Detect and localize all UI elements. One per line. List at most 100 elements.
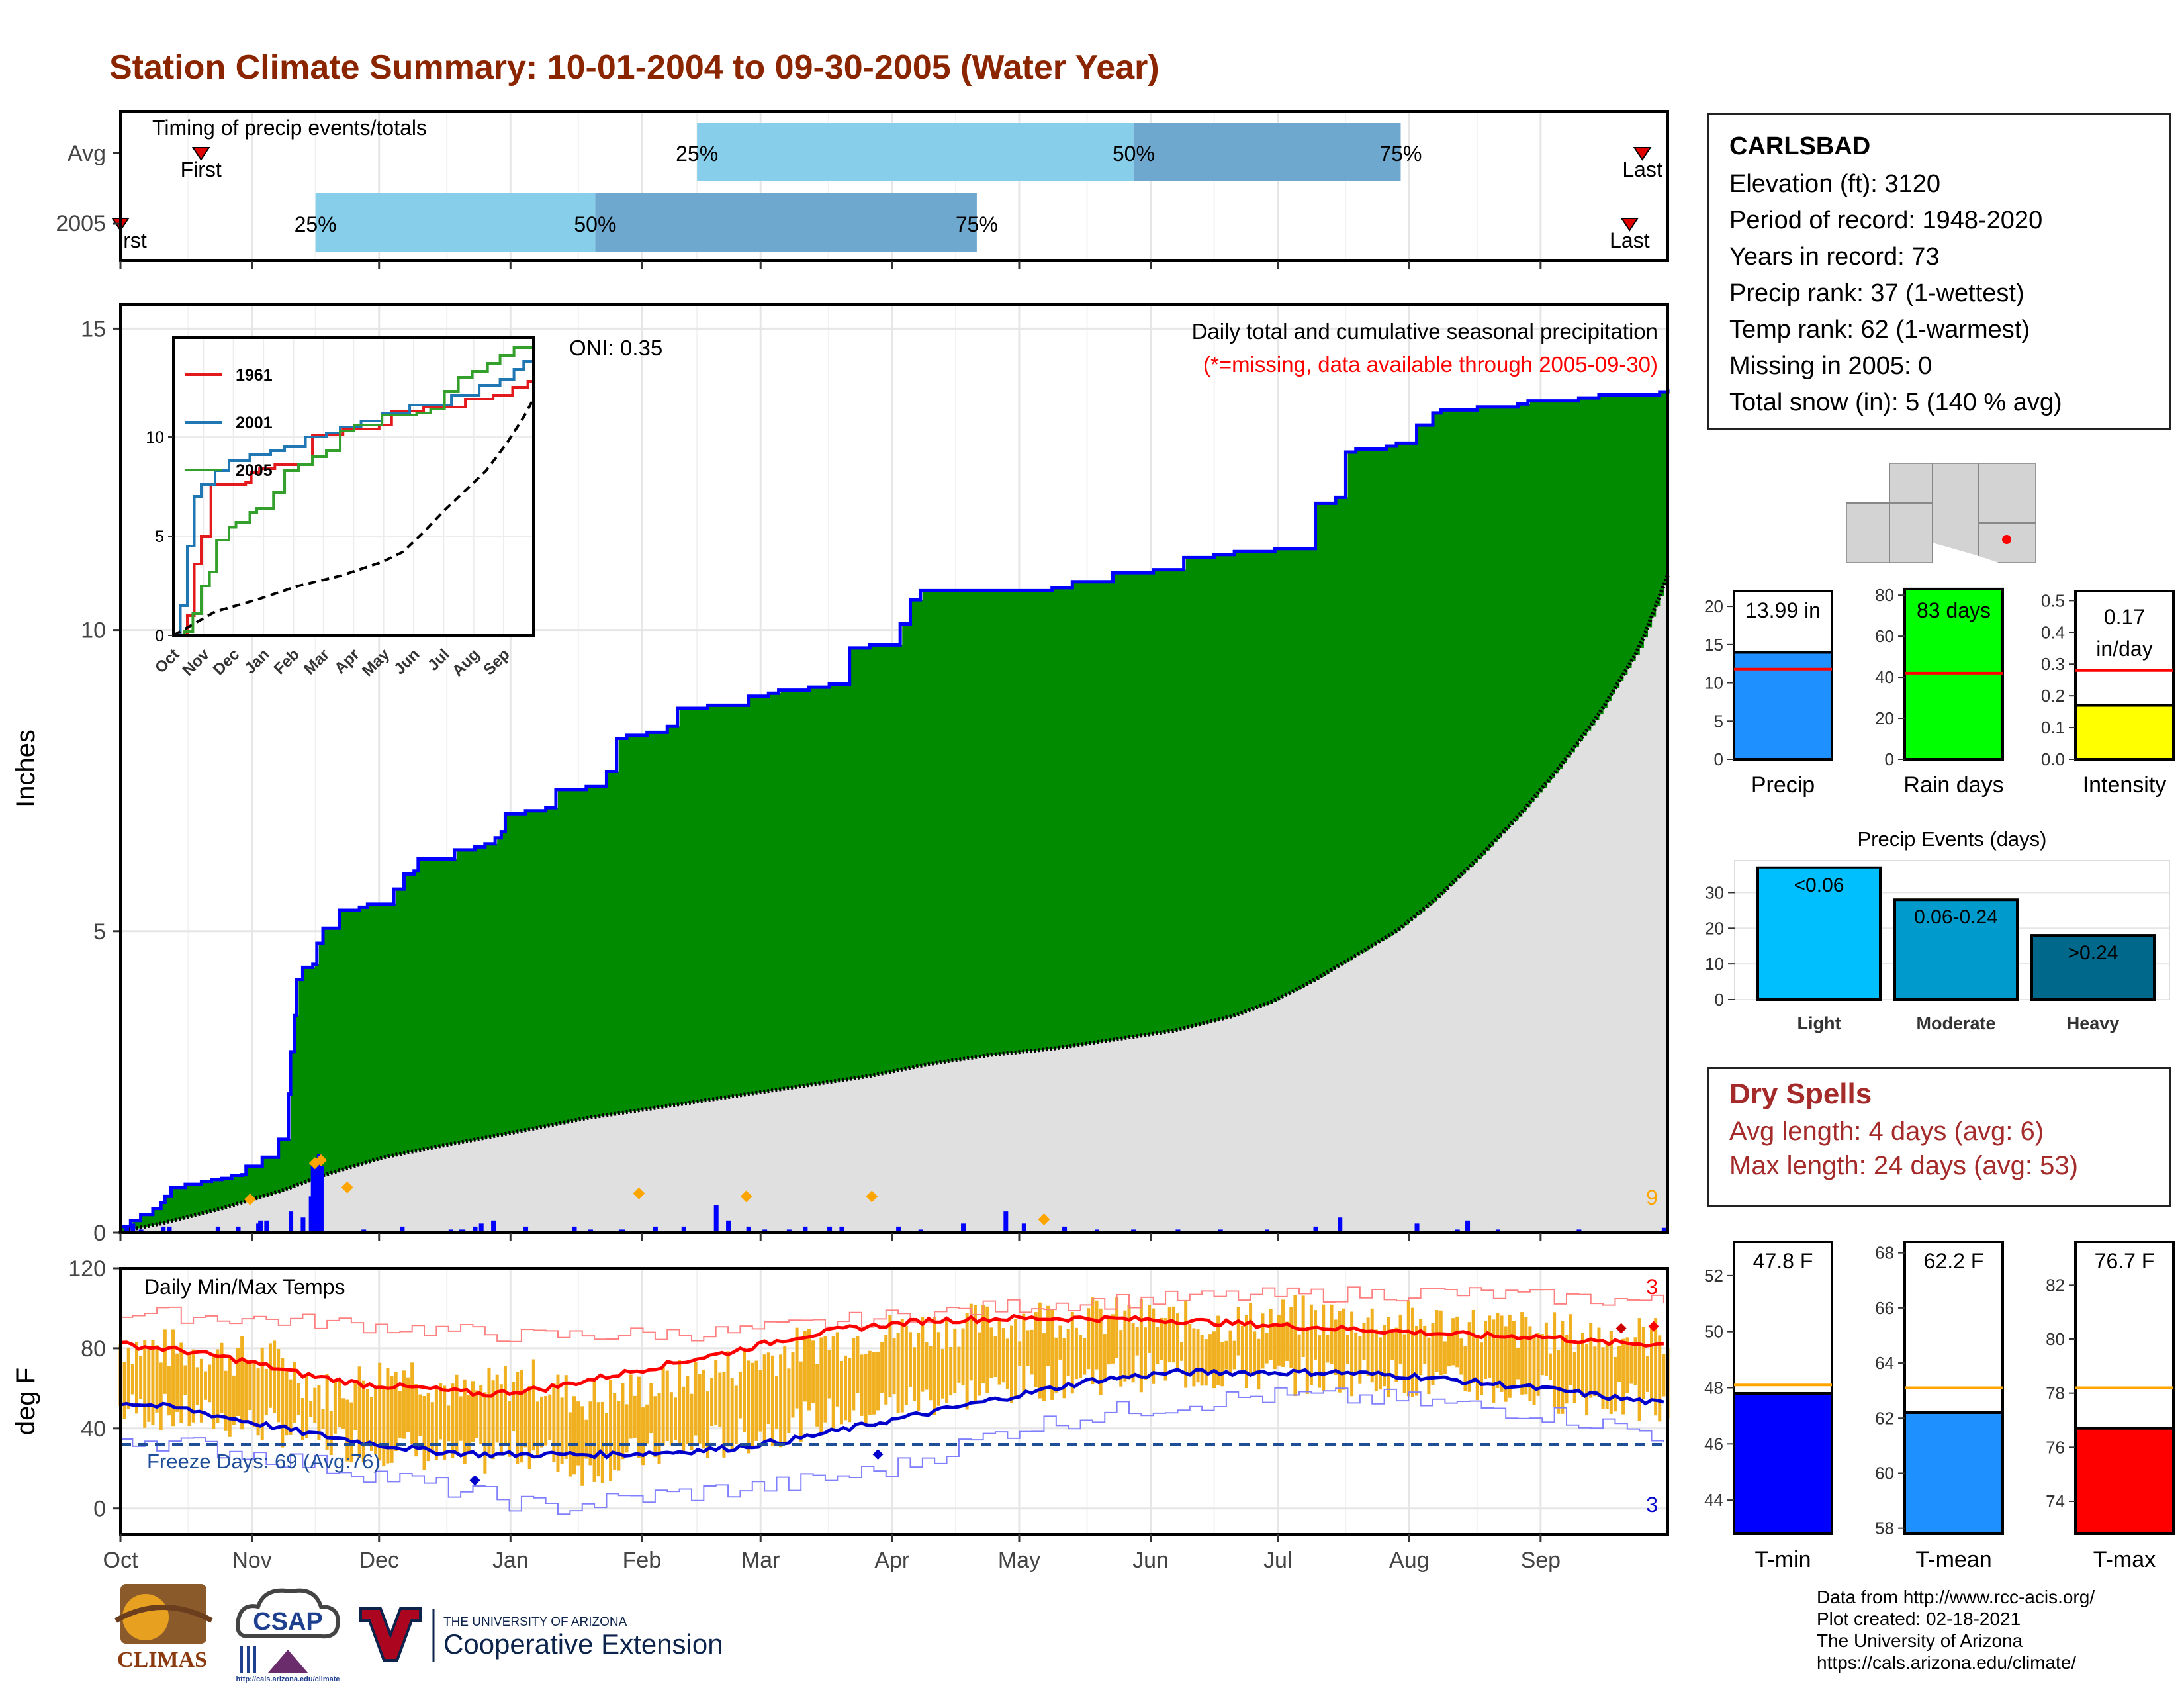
surplus-area — [363, 907, 368, 1164]
surplus-area — [736, 705, 741, 1096]
avg-cumulative-line — [118, 574, 1670, 1234]
sum_raindays-ytick-label: 40 — [1875, 667, 1894, 687]
daily-temp-range-bar — [1553, 1312, 1557, 1407]
sum_tmean-label: 62.2 F — [1924, 1249, 1984, 1273]
daily-temp-range-bar — [1253, 1331, 1257, 1376]
daily-precip-bar — [124, 1226, 130, 1233]
surplus-area — [1582, 398, 1588, 736]
daily-precip-bar — [1003, 1211, 1009, 1233]
inset-line-2005 — [173, 346, 533, 637]
surplus-area — [809, 687, 814, 1085]
station-precip-rank: Precip rank: 37 (1-wettest) — [1729, 279, 2025, 307]
sum_precip-ytick-label: 0 — [1714, 749, 1723, 769]
surplus-area — [177, 1187, 182, 1220]
surplus-area — [404, 874, 409, 1154]
daily-temp-range-bar — [596, 1402, 600, 1477]
daily-temp-range-bar — [1184, 1300, 1188, 1388]
events-bar — [1756, 866, 1882, 1002]
daily-temp-range-bar — [669, 1392, 673, 1446]
surplus-area — [1336, 497, 1340, 968]
surplus-area — [874, 645, 879, 1076]
daily-temp-range-bar — [1549, 1353, 1553, 1381]
daily-temp-range-bar — [1609, 1331, 1613, 1414]
daily-temp-range-bar — [317, 1385, 321, 1440]
daily-temp-range-bar — [313, 1387, 317, 1423]
daily-temp-range-bar — [1228, 1330, 1232, 1373]
daily-temp-range-bar — [888, 1315, 892, 1398]
sum_intensity-ytick-label: 0.0 — [2041, 749, 2065, 769]
credits: Data from http://www.rcc-acis.org/ Plot … — [1817, 1586, 2095, 1673]
surplus-area — [1275, 548, 1280, 1001]
daily-temp-range-bar — [1621, 1338, 1625, 1415]
daily-temp-range-bar — [1383, 1325, 1387, 1387]
daily-temp-range-bar — [653, 1396, 657, 1458]
temp-ytick-label: 40 — [81, 1417, 106, 1442]
surplus-area — [1036, 590, 1040, 1051]
surplus-area — [152, 1208, 158, 1225]
daily-temp-range-bar — [1322, 1304, 1326, 1391]
daily-temp-range-bar — [147, 1347, 151, 1422]
surplus-area — [1566, 400, 1571, 758]
daily-temp-range-bar — [1273, 1325, 1277, 1370]
oni-label: ONI: 0.35 — [569, 336, 662, 360]
daily-temp-range-bar — [896, 1333, 900, 1413]
surplus-area — [165, 1196, 170, 1223]
daily-temp-range-bar — [216, 1349, 220, 1423]
daily-precip-bar — [620, 1229, 625, 1233]
surplus-area — [323, 928, 328, 1176]
daily-temp-range-bar — [1601, 1347, 1605, 1409]
daily-precip-bar — [167, 1226, 172, 1233]
daily-temp-range-bar — [1079, 1335, 1083, 1378]
surplus-area — [643, 735, 648, 1110]
daily-temp-range-bar — [535, 1401, 539, 1457]
surplus-area — [1502, 406, 1506, 834]
sum_tmean-ytick-label: 62 — [1875, 1408, 1894, 1428]
daily-temp-range-bar — [1516, 1348, 1520, 1380]
daily-temp-range-bar — [151, 1340, 155, 1426]
daily-temp-range-bar — [787, 1368, 791, 1434]
temp-ytick-label: 0 — [93, 1497, 106, 1522]
events-ytick-label: 10 — [1705, 954, 1724, 974]
daily-temp-range-bar — [1034, 1312, 1038, 1387]
credit-plot-date: Plot created: 02-18-2021 — [1817, 1609, 2021, 1629]
sum_tmin-category: T-min — [1755, 1547, 1811, 1572]
daily-temp-range-bar — [475, 1390, 479, 1438]
surplus-area — [1113, 573, 1118, 1040]
csap-logo-text: CSAP — [253, 1608, 323, 1636]
surplus-area — [533, 810, 539, 1129]
surplus-area — [999, 590, 1004, 1055]
surplus-area — [1238, 551, 1243, 1014]
daily-temp-range-bar — [1293, 1295, 1297, 1397]
daily-precip-bar — [1495, 1229, 1500, 1233]
daily-temp-range-bar — [139, 1356, 143, 1399]
surplus-area — [169, 1196, 174, 1222]
surplus-area — [217, 1179, 222, 1210]
daily-temp-range-bar — [130, 1364, 134, 1395]
surplus-area — [914, 600, 919, 1067]
surplus-area — [1214, 554, 1219, 1021]
sum_tmin-bar — [1733, 1391, 1833, 1535]
station-snow: Total snow (in): 5 (140 % avg) — [1729, 389, 2062, 416]
daily-temp-range-bar — [726, 1351, 730, 1447]
daily-temp-range-bar — [807, 1329, 811, 1411]
csap-mountain-icon — [268, 1650, 308, 1673]
daily-temp-range-bar — [629, 1374, 633, 1439]
daily-temp-range-bar — [1103, 1334, 1107, 1382]
sum_tmin-ytick-label: 44 — [1704, 1490, 1723, 1510]
surplus-area — [1137, 573, 1142, 1037]
sum_raindays-category: Rain days — [1903, 773, 2003, 798]
surplus-area — [120, 1226, 125, 1232]
daily-precip-bar — [961, 1223, 966, 1233]
daily-temp-range-bar — [1536, 1333, 1540, 1396]
daily-temp-range-bar — [1390, 1333, 1394, 1360]
temp-title: Daily Min/Max Temps — [144, 1275, 345, 1299]
first-event-label: rst — [123, 228, 147, 252]
daily-temp-range-bar — [508, 1401, 512, 1457]
daily-temp-range-bar — [386, 1368, 390, 1464]
surplus-area — [1400, 443, 1405, 928]
surplus-area — [1359, 449, 1365, 953]
daily-temp-range-bar — [1009, 1325, 1013, 1403]
daily-temp-range-bar — [844, 1355, 848, 1421]
surplus-area — [1404, 443, 1409, 925]
surplus-area — [801, 690, 805, 1086]
